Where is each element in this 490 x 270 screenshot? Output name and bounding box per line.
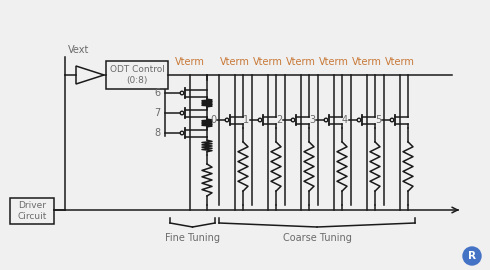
- Text: 5: 5: [375, 115, 381, 125]
- Text: Vext: Vext: [68, 45, 89, 55]
- Text: Vterm: Vterm: [175, 57, 205, 67]
- Text: 0: 0: [210, 115, 216, 125]
- Text: Vterm: Vterm: [319, 57, 349, 67]
- Text: 8: 8: [154, 128, 160, 138]
- Text: 4: 4: [342, 115, 348, 125]
- Text: Coarse Tuning: Coarse Tuning: [283, 233, 351, 243]
- Text: ODT Control
(0:8): ODT Control (0:8): [110, 65, 165, 85]
- Text: Driver
Circuit: Driver Circuit: [17, 201, 47, 221]
- FancyBboxPatch shape: [106, 61, 168, 89]
- Circle shape: [463, 247, 481, 265]
- Text: 2: 2: [276, 115, 282, 125]
- Text: 3: 3: [309, 115, 315, 125]
- Text: 1: 1: [243, 115, 249, 125]
- Text: Vterm: Vterm: [286, 57, 316, 67]
- Text: Vterm: Vterm: [385, 57, 415, 67]
- Text: 6: 6: [154, 88, 160, 98]
- Text: Vterm: Vterm: [253, 57, 283, 67]
- Text: Fine Tuning: Fine Tuning: [165, 233, 220, 243]
- Text: 7: 7: [154, 108, 160, 118]
- Text: Vterm: Vterm: [352, 57, 382, 67]
- FancyBboxPatch shape: [10, 198, 54, 224]
- Text: Vterm: Vterm: [220, 57, 250, 67]
- Text: R: R: [468, 251, 476, 261]
